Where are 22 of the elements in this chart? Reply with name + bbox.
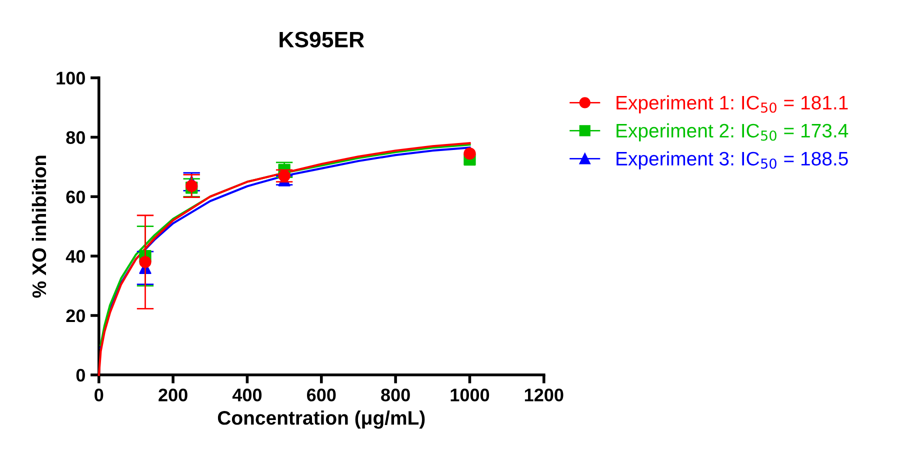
point [464, 147, 476, 160]
x-axis-title: Concentration (μg/mL) [218, 410, 425, 429]
legend-label: Experiment 3: IC$_{50}$ = 188.5 [616, 151, 848, 170]
point [139, 256, 152, 268]
point [278, 170, 290, 182]
x-tick-label: 400 [232, 388, 262, 402]
y-axis-title: % XO inhibition [32, 156, 46, 298]
x-tick-label: 0 [94, 388, 104, 402]
chart-title: KS95ER [280, 32, 364, 48]
x-tick-label: 1000 [450, 388, 490, 402]
y-tick-label: 60 [66, 190, 85, 204]
legend-label: Experiment 2: IC$_{50}$ = 173.4 [616, 123, 848, 142]
x-tick-label: 600 [306, 388, 336, 402]
legend-label: Experiment 1: IC$_{50}$ = 181.1 [616, 95, 848, 114]
x-tick-label: 200 [158, 388, 188, 402]
y-tick-label: 40 [66, 250, 85, 263]
y-tick-label: 0 [76, 368, 85, 382]
x-tick-label: 1200 [524, 388, 564, 402]
y-tick-label: 100 [56, 72, 85, 85]
y-tick-label: 80 [66, 131, 85, 144]
y-tick-label: 20 [66, 309, 85, 322]
x-tick-label: 800 [381, 388, 410, 402]
